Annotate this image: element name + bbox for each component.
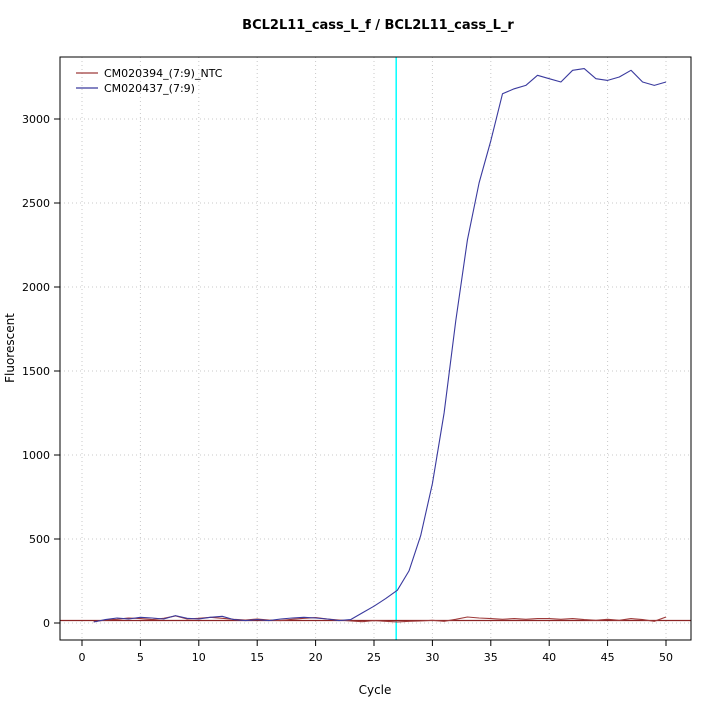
x-axis-label: Cycle xyxy=(359,683,392,697)
legend-label-1: CM020437_(7:9) xyxy=(104,82,195,95)
x-tick-label: 35 xyxy=(484,651,498,664)
y-tick-label: 500 xyxy=(29,533,50,546)
x-tick-label: 50 xyxy=(659,651,673,664)
chart-title: BCL2L11_cass_L_f / BCL2L11_cass_L_r xyxy=(242,18,514,33)
plot-border xyxy=(59,56,692,641)
x-tick-label: 40 xyxy=(542,651,556,664)
y-axis-label: Fluorescent xyxy=(3,313,17,383)
y-tick-label: 1000 xyxy=(22,449,50,462)
y-tick-label: 1500 xyxy=(22,365,50,378)
y-tick-label: 2500 xyxy=(22,197,50,210)
plot-content: 0 5 10 15 20 25 30 35 40 45 5005001000150020002500… xyxy=(22,56,692,664)
x-tick-label: 0 xyxy=(79,651,86,664)
x-tick-label: 5 xyxy=(137,651,144,664)
y-tick-label: 2000 xyxy=(22,281,50,294)
x-tick-label: 45 xyxy=(601,651,615,664)
x-tick-label: 10 xyxy=(192,651,206,664)
series-line-1 xyxy=(93,68,667,623)
legend-label-0: CM020394_(7:9)_NTC xyxy=(104,67,223,80)
y-tick-label: 0 xyxy=(43,617,50,630)
x-tick-label: 15 xyxy=(250,651,264,664)
y-tick-label: 3000 xyxy=(22,113,50,126)
x-tick-label: 25 xyxy=(367,651,381,664)
x-tick-label: 30 xyxy=(425,651,439,664)
x-tick-label: 20 xyxy=(309,651,323,664)
